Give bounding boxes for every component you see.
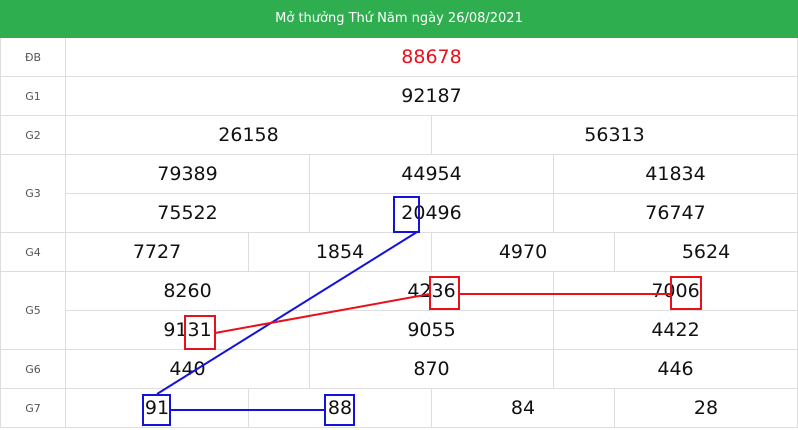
prize-number: 870 bbox=[310, 350, 554, 389]
prize-number: 7727 bbox=[66, 233, 249, 272]
prize-number: 440 bbox=[66, 350, 310, 389]
blue-marks bbox=[142, 196, 420, 426]
prize-number: 26158 bbox=[66, 116, 432, 155]
prize-number: 4970 bbox=[432, 233, 615, 272]
header-title: Mở thưởng Thứ Năm ngày 26/08/2021 bbox=[0, 0, 798, 38]
prize-number: 9055 bbox=[310, 311, 554, 350]
prize-number: 8260 bbox=[66, 272, 310, 311]
row-label: G6 bbox=[0, 350, 66, 389]
row-label: G7 bbox=[0, 389, 66, 428]
prize-number: 44954 bbox=[310, 155, 554, 194]
prize-number: 84 bbox=[432, 389, 615, 428]
prize-number: 88 bbox=[249, 389, 432, 428]
prize-number: 1854 bbox=[249, 233, 432, 272]
row-label: ĐB bbox=[0, 38, 66, 77]
prize-number: 79389 bbox=[66, 155, 310, 194]
prize-number: 75522 bbox=[66, 194, 310, 233]
red-marks bbox=[184, 276, 702, 350]
row-label: G3 bbox=[0, 155, 66, 233]
prize-number: 20496 bbox=[310, 194, 554, 233]
row-label: G4 bbox=[0, 233, 66, 272]
row-label: G1 bbox=[0, 77, 66, 116]
row-label: G5 bbox=[0, 272, 66, 350]
row-label: G2 bbox=[0, 116, 66, 155]
prize-number: 91 bbox=[66, 389, 249, 428]
